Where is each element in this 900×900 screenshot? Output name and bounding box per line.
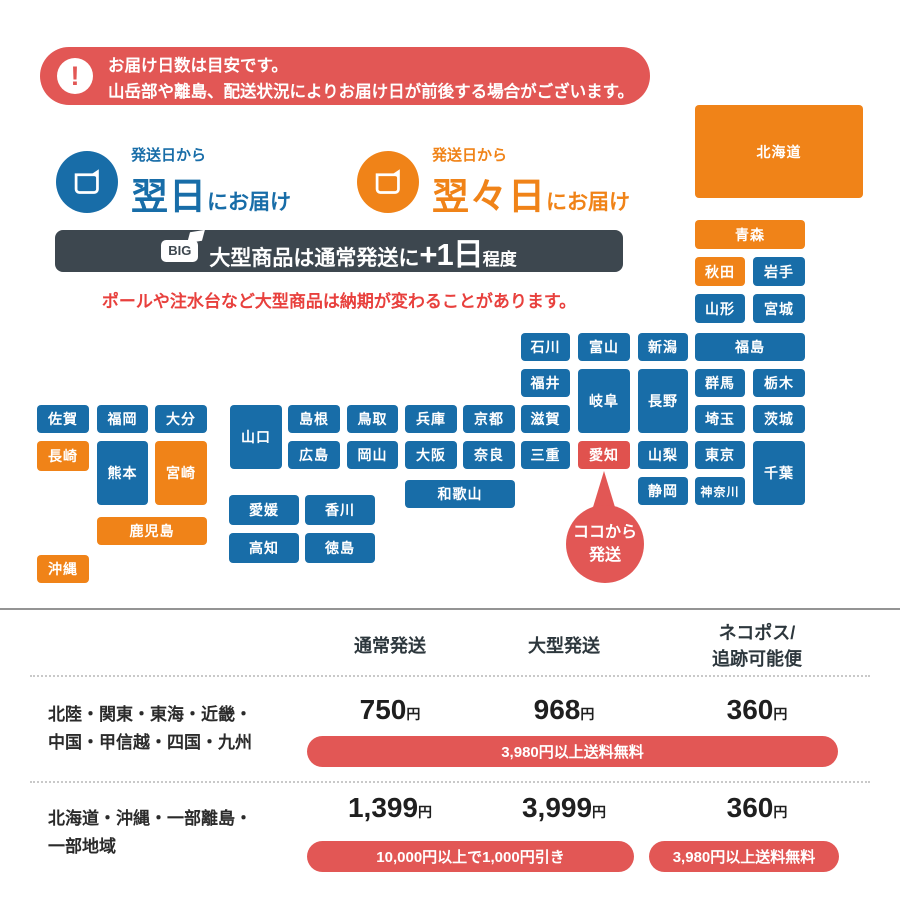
big-banner-plus: +1日 <box>419 236 483 272</box>
prefecture-box: 和歌山 <box>405 480 515 508</box>
prefecture-box: 富山 <box>578 333 630 361</box>
prefecture-box: 山口 <box>230 405 282 469</box>
prefecture-box: 岩手 <box>753 257 805 286</box>
dotted-divider <box>30 675 870 677</box>
prefecture-box: 宮崎 <box>155 441 207 505</box>
price-nekopos-row2: 360円 <box>726 792 788 823</box>
legend-rest: にお届け <box>546 191 630 214</box>
prefecture-box: 山梨 <box>638 441 688 469</box>
prefecture-box: 岐阜 <box>578 369 630 433</box>
big-item-banner: BIG 大型商品は通常発送に +1日 程度 <box>55 230 623 272</box>
next-day-text: 発送日から 翌日にお届け <box>131 144 291 220</box>
price-normal-row1: 750円 <box>359 694 421 725</box>
prefecture-box: 青森 <box>695 220 805 249</box>
prefecture-box: 福井 <box>521 369 570 397</box>
region-label-honshu: 北陸・関東・東海・近畿・ 中国・甲信越・四国・九州 <box>48 705 252 753</box>
package-icon <box>56 151 118 213</box>
prefecture-box: 長崎 <box>37 441 89 471</box>
two-day-delivery-legend: 発送日から 翌々日にお届け <box>357 144 630 220</box>
prefecture-box: 福岡 <box>97 405 148 433</box>
next-day-delivery-legend: 発送日から 翌日にお届け <box>56 144 291 220</box>
price-nekopos-row1: 360円 <box>726 694 788 725</box>
prefecture-box: 東京 <box>695 441 745 469</box>
prefecture-box: 熊本 <box>97 441 148 505</box>
prefecture-box: 宮城 <box>753 294 805 323</box>
notice-banner: ! お届け日数は目安です。 山岳部や離島、配送状況によりお届け日が前後する場合が… <box>40 47 650 105</box>
exclamation-glyph: ! <box>70 60 80 91</box>
prefecture-box: 栃木 <box>753 369 805 397</box>
free-shipping-pill: 3,980円以上送料無料 <box>649 841 839 872</box>
prefecture-box: 鳥取 <box>347 405 398 433</box>
price-large-row1: 968円 <box>533 694 595 725</box>
price-normal-row2: 1,399円 <box>347 792 433 823</box>
column-header-normal: 通常発送 <box>354 636 426 656</box>
notice-line1: お届け日数は目安です。 <box>108 57 288 75</box>
notice-line2: 山岳部や離島、配送状況によりお届け日が前後する場合がございます。 <box>108 82 635 101</box>
exclamation-icon: ! <box>57 58 93 94</box>
big-banner-post: 程度 <box>482 249 517 269</box>
prefecture-box: 沖縄 <box>37 555 89 583</box>
prefecture-box: 福島 <box>695 333 805 361</box>
big-box-icon: BIG <box>161 240 199 262</box>
prefecture-box: 愛知 <box>578 441 630 469</box>
bubble-line1: ココから <box>572 523 637 541</box>
prefecture-box: 神奈川 <box>695 477 745 505</box>
prefecture-box: 高知 <box>229 533 299 563</box>
column-header-nekopos: ネコポス/ 追跡可能便 <box>712 623 802 670</box>
free-shipping-pill: 3,980円以上送料無料 <box>307 736 838 767</box>
prefecture-box: 秋田 <box>695 257 745 286</box>
prefecture-box: 静岡 <box>638 477 688 505</box>
prefecture-box: 奈良 <box>463 441 515 469</box>
prefecture-box: 千葉 <box>753 441 805 505</box>
price-large-row2: 3,999円 <box>521 792 607 823</box>
package-icon <box>357 151 419 213</box>
prefecture-box: 鹿児島 <box>97 517 207 545</box>
legend-lead: 発送日から <box>131 147 207 164</box>
prefecture-box: 石川 <box>521 333 570 361</box>
prefecture-box: 埼玉 <box>695 405 745 433</box>
prefecture-box: 長野 <box>638 369 688 433</box>
dotted-divider <box>30 781 870 783</box>
legend-big: 翌日 <box>131 176 207 217</box>
legend-rest: にお届け <box>207 191 291 214</box>
prefecture-box: 兵庫 <box>405 405 457 433</box>
prefecture-box: 広島 <box>288 441 340 469</box>
bubble-line2: 発送 <box>588 547 621 564</box>
big-banner-text: 大型商品は通常発送に <box>209 246 420 270</box>
caution-text: ポールや注水台など大型商品は納期が変わることがあります。 <box>101 292 577 311</box>
region-label-hokkaido-okinawa: 北海道・沖縄・一部離島・ 一部地域 <box>48 809 252 857</box>
ship-from-bubble: ココから 発送 <box>566 505 644 583</box>
column-header-large: 大型発送 <box>528 636 600 656</box>
prefecture-box: 徳島 <box>305 533 375 563</box>
prefecture-box: 茨城 <box>753 405 805 433</box>
prefecture-box: 岡山 <box>347 441 398 469</box>
notice-text: お届け日数は目安です。 山岳部や離島、配送状況によりお届け日が前後する場合がござ… <box>108 54 650 105</box>
prefecture-box: 愛媛 <box>229 495 299 525</box>
two-day-text: 発送日から 翌々日にお届け <box>432 144 630 220</box>
prefecture-box: 大分 <box>155 405 207 433</box>
prefecture-box: 佐賀 <box>37 405 89 433</box>
prefecture-box: 北海道 <box>695 105 863 198</box>
prefecture-box: 新潟 <box>638 333 688 361</box>
prefecture-box: 山形 <box>695 294 745 323</box>
prefecture-box: 三重 <box>521 441 570 469</box>
discount-pill: 10,000円以上で1,000円引き <box>307 841 634 872</box>
prefecture-box: 滋賀 <box>521 405 570 433</box>
table-top-divider <box>0 608 900 610</box>
prefecture-box: 大阪 <box>405 441 457 469</box>
prefecture-box: 香川 <box>305 495 375 525</box>
prefecture-box: 島根 <box>288 405 340 433</box>
legend-lead: 発送日から <box>432 147 508 164</box>
legend-big: 翌々日 <box>432 176 546 217</box>
prefecture-box: 群馬 <box>695 369 745 397</box>
prefecture-box: 京都 <box>463 405 515 433</box>
